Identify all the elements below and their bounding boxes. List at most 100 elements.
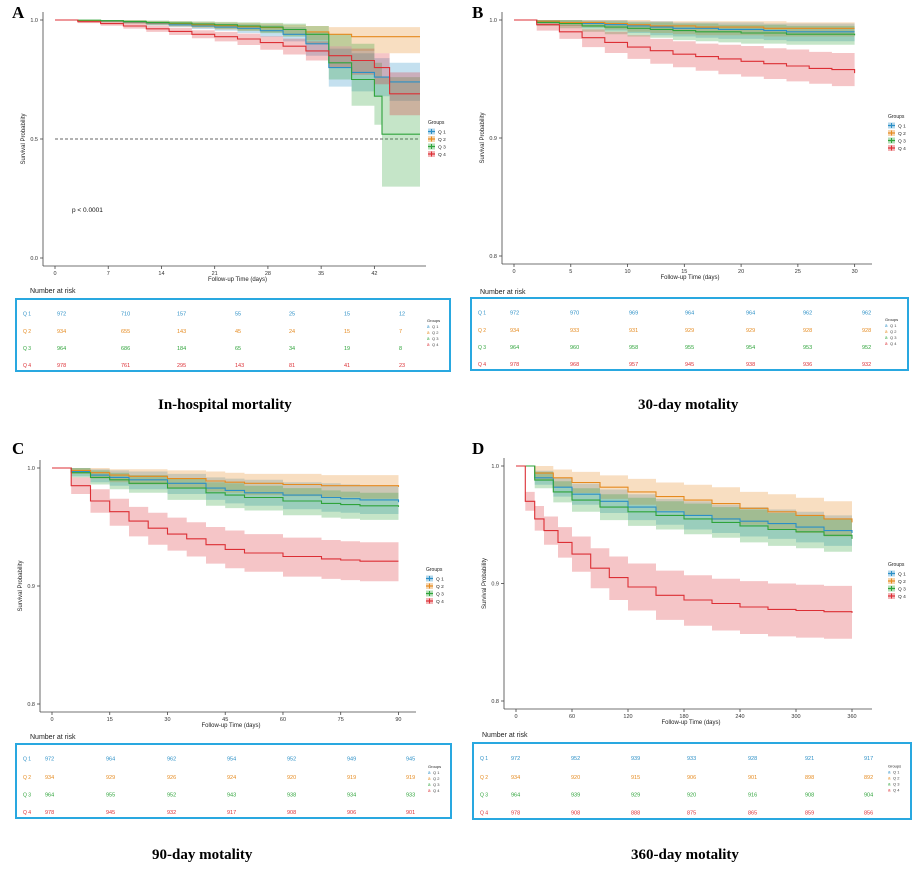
x-tick-label: 0 bbox=[512, 269, 515, 275]
y-tick-label: 1.0 bbox=[489, 18, 497, 24]
risk-value: 952 bbox=[167, 792, 176, 798]
risk-group-label: Q 2 bbox=[478, 328, 486, 334]
y-tick-label: 0.8 bbox=[489, 254, 497, 260]
risk-value: 184 bbox=[177, 346, 186, 352]
x-tick-label: 30 bbox=[164, 717, 170, 723]
ci-band-q2 bbox=[55, 20, 420, 54]
x-axis-label: Follow-up Time (days) bbox=[660, 275, 719, 281]
risk-legend-marker: a bbox=[428, 782, 431, 787]
km-plot: 0.8 0.9 1.0 0 15 30 45 60 75 90 Follow-up Time (da… bbox=[18, 460, 444, 729]
risk-value: 23 bbox=[399, 363, 405, 369]
survival-line-q4 bbox=[516, 465, 853, 613]
risk-table: Q 1 972 952 939 933 928 921 917 Q 2 934 920 915 906 9… bbox=[472, 742, 912, 820]
risk-value: 952 bbox=[287, 757, 296, 763]
panel-caption: In-hospital mortality bbox=[158, 397, 292, 413]
panel-a: A 0.0 0.5 1.0 0 7 14 21 28 35 42 Follow-up Time (d… bbox=[0, 0, 460, 430]
risk-value: 934 bbox=[511, 775, 520, 781]
risk-value: 928 bbox=[748, 756, 757, 762]
risk-value: 888 bbox=[631, 811, 640, 817]
y-tick-label: 0.9 bbox=[27, 584, 35, 590]
legend-label: Q 4 bbox=[436, 599, 444, 605]
risk-value: 962 bbox=[862, 310, 871, 316]
x-tick-label: 60 bbox=[569, 714, 575, 720]
risk-value: 964 bbox=[57, 346, 66, 352]
risk-legend-marker: a bbox=[885, 341, 888, 346]
risk-value: 859 bbox=[805, 811, 814, 817]
risk-value: 898 bbox=[805, 775, 814, 781]
risk-value: 964 bbox=[685, 310, 694, 316]
x-axis-label: Follow-up Time (days) bbox=[201, 723, 260, 729]
risk-value: 8 bbox=[399, 346, 402, 352]
legend-label: Q 4 bbox=[438, 152, 446, 158]
survival-line-q4 bbox=[52, 467, 399, 562]
risk-value: 934 bbox=[45, 775, 54, 781]
risk-value: 15 bbox=[344, 311, 350, 317]
risk-value: 761 bbox=[121, 363, 130, 369]
risk-legend-label: Q 1 bbox=[432, 324, 439, 329]
risk-value: 65 bbox=[235, 346, 241, 352]
risk-value: 7 bbox=[399, 329, 402, 335]
risk-value: 978 bbox=[57, 363, 66, 369]
legend-label: Q 3 bbox=[436, 592, 444, 598]
survival-line-q2 bbox=[516, 465, 853, 523]
x-tick-label: 75 bbox=[338, 717, 344, 723]
risk-value: 960 bbox=[570, 345, 579, 351]
risk-value: 952 bbox=[862, 345, 871, 351]
panel-d: D 0.8 0.9 1.0 0 60 120 180 240 300 360 Follow-up T… bbox=[460, 435, 919, 869]
legend-label: Q 3 bbox=[438, 145, 446, 151]
x-tick-label: 7 bbox=[107, 271, 110, 277]
legend-label: Q 1 bbox=[898, 124, 906, 130]
risk-value: 41 bbox=[344, 363, 350, 369]
risk-value: 926 bbox=[167, 775, 176, 781]
x-tick-label: 0 bbox=[53, 271, 56, 277]
risk-value: 978 bbox=[510, 362, 519, 368]
risk-value: 921 bbox=[805, 756, 814, 762]
y-axis-label: Survival Probability bbox=[21, 113, 27, 164]
survival-line-q3 bbox=[516, 465, 853, 539]
risk-value: 957 bbox=[629, 362, 638, 368]
risk-legend-marker: a bbox=[885, 323, 888, 328]
ci-band-q4 bbox=[516, 466, 852, 640]
y-tick-label: 0.5 bbox=[30, 137, 38, 143]
x-tick-label: 15 bbox=[107, 717, 113, 723]
legend-label: Q 1 bbox=[898, 572, 906, 578]
x-tick-label: 45 bbox=[222, 717, 228, 723]
risk-legend-marker: a bbox=[427, 324, 430, 329]
risk-value: 917 bbox=[864, 756, 873, 762]
x-tick-label: 15 bbox=[681, 269, 687, 275]
risk-value: 958 bbox=[629, 345, 638, 351]
number-at-risk-label: Number at risk bbox=[30, 288, 76, 295]
legend-label: Q 4 bbox=[898, 146, 906, 152]
x-tick-label: 120 bbox=[623, 714, 632, 720]
number-at-risk-label: Number at risk bbox=[480, 289, 526, 296]
panel-letter: C bbox=[12, 439, 25, 458]
y-tick-label: 0.9 bbox=[489, 136, 497, 142]
x-tick-label: 90 bbox=[395, 717, 401, 723]
panel-caption: 90-day motality bbox=[152, 847, 253, 863]
legend-title: Groups bbox=[428, 120, 445, 126]
risk-value: 932 bbox=[862, 362, 871, 368]
risk-value: 915 bbox=[631, 775, 640, 781]
risk-value: 945 bbox=[685, 362, 694, 368]
risk-group-label: Q 2 bbox=[23, 329, 31, 335]
risk-value: 943 bbox=[227, 792, 236, 798]
y-tick-label: 1.0 bbox=[491, 464, 499, 470]
panel-caption: 30-day motality bbox=[638, 397, 739, 413]
risk-group-label: Q 3 bbox=[480, 793, 488, 799]
legend-label: Q 2 bbox=[436, 584, 444, 590]
risk-value: 949 bbox=[347, 757, 356, 763]
x-tick-label: 10 bbox=[624, 269, 630, 275]
panel-caption: 360-day motality bbox=[631, 847, 739, 863]
km-plot: 0.8 0.9 1.0 0 5 10 15 20 25 30 Follow-up Time (day… bbox=[480, 12, 906, 281]
legend-label: Q 3 bbox=[898, 587, 906, 593]
survival-line-q1 bbox=[516, 465, 853, 533]
risk-legend-label: Q 4 bbox=[432, 342, 439, 347]
risk-group-label: Q 1 bbox=[23, 311, 31, 317]
risk-legend-label: Q 2 bbox=[893, 775, 900, 780]
risk-group-label: Q 4 bbox=[478, 362, 486, 368]
risk-value: 25 bbox=[289, 311, 295, 317]
risk-value: 934 bbox=[57, 329, 66, 335]
risk-table-svg: Q 1 972 710 157 55 25 15 12Q 2 934 655 143 45 24 15 7Q… bbox=[23, 311, 440, 369]
risk-value: 955 bbox=[685, 345, 694, 351]
risk-value: 970 bbox=[570, 310, 579, 316]
